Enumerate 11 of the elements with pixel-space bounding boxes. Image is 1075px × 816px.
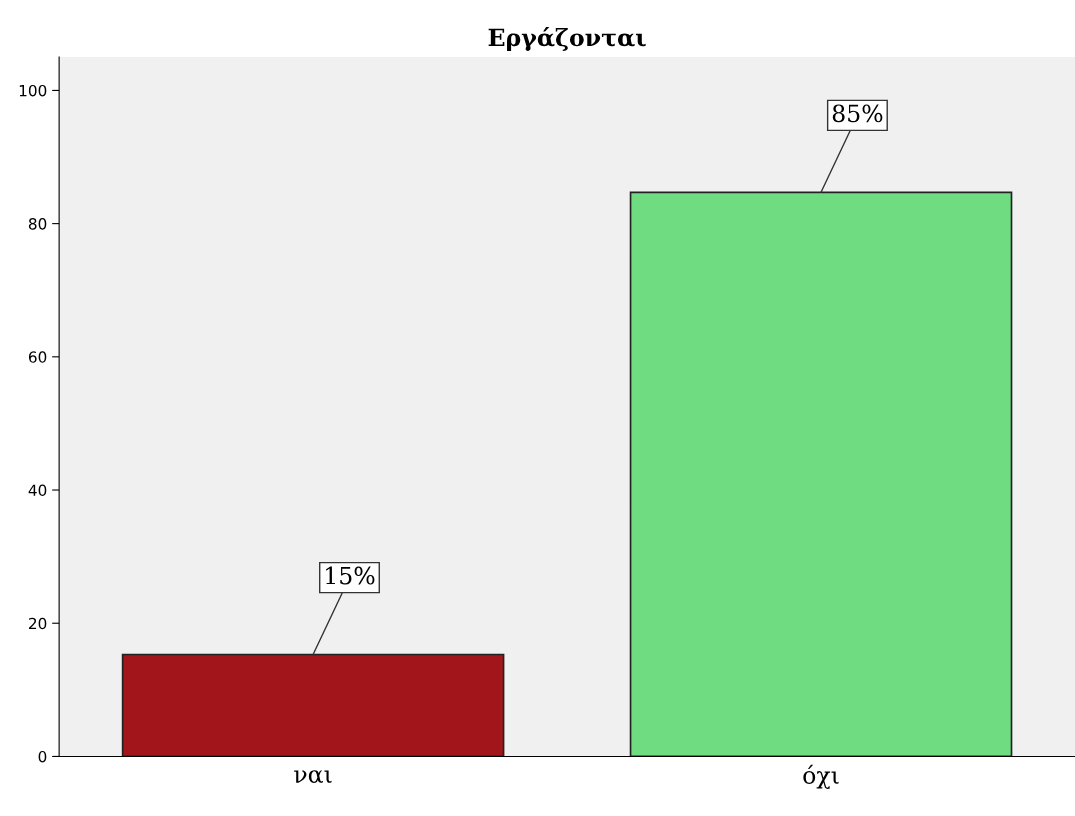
y-tick-label: 100 [19, 84, 47, 97]
y-tick-label: 60 [28, 351, 47, 363]
y-tick-label: 80 [28, 218, 47, 230]
data-label: 15% [326, 566, 375, 585]
x-tick-label: ναι [294, 770, 332, 783]
chart-title: Εργάζονται [488, 27, 646, 51]
y-tick-label: 40 [28, 484, 47, 497]
y-tick-label: 20 [29, 617, 47, 630]
data-label: 85% [832, 104, 883, 123]
y-tick-label: 0 [38, 750, 47, 763]
x-tick-label: όχι [803, 764, 839, 789]
